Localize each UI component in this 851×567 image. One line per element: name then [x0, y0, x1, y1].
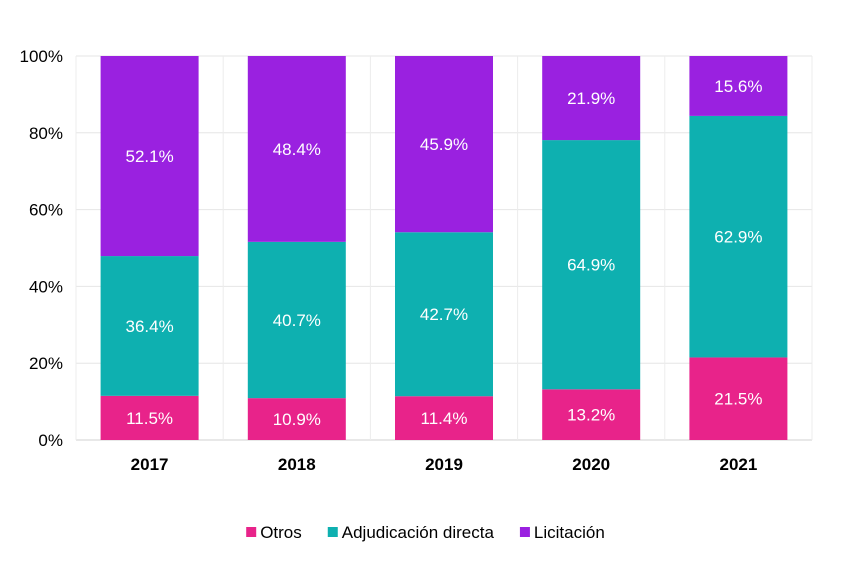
bars: 11.5% 36.4% 52.1% 10.9% 40.7% 48.4% 11.4% 42.7%…	[100, 56, 788, 440]
bar-segment	[542, 389, 641, 440]
legend-swatch	[519, 527, 530, 537]
y-tick-label: 60%	[29, 201, 63, 220]
y-tick-label: 80%	[29, 124, 63, 143]
legend-label: Adjudicación directa	[342, 523, 495, 542]
data-label: 48.4%	[273, 140, 321, 159]
x-tick-label: 2021	[719, 455, 757, 474]
bar-segment	[247, 241, 346, 399]
legend-swatch	[246, 527, 257, 537]
y-tick-label: 20%	[29, 354, 63, 373]
x-tick-label: 2020	[572, 455, 610, 474]
data-label: 40.7%	[273, 311, 321, 330]
x-tick-label: 2017	[131, 455, 169, 474]
y-tick-label: 0%	[38, 431, 63, 450]
y-tick-label: 40%	[29, 277, 63, 296]
data-label: 15.6%	[714, 77, 762, 96]
data-label: 52.1%	[125, 147, 173, 166]
bar-segment	[542, 56, 641, 141]
bar-segment	[689, 56, 788, 116]
data-label: 13.2%	[567, 406, 615, 425]
y-axis: 0% 20% 40% 60% 80% 100%	[20, 47, 63, 450]
bar-segment	[395, 396, 493, 440]
legend-label: Otros	[260, 523, 302, 542]
legend-label: Licitación	[534, 523, 605, 542]
bar-segment	[542, 140, 641, 390]
x-tick-label: 2018	[278, 455, 316, 474]
data-label: 10.9%	[273, 410, 321, 429]
bar-segment	[689, 357, 788, 440]
bar-segment	[100, 56, 199, 257]
data-label: 11.4%	[421, 409, 468, 428]
legend: Otros Adjudicación directa Licitación	[246, 523, 605, 542]
x-axis: 2017 2018 2019 2020 2021	[131, 455, 758, 474]
bar-segment	[247, 56, 346, 242]
data-label: 64.9%	[567, 256, 615, 275]
data-label: 45.9%	[420, 135, 468, 154]
data-label: 11.5%	[126, 409, 173, 428]
data-label: 62.9%	[714, 228, 762, 247]
data-label: 36.4%	[125, 317, 173, 336]
bar-segment	[247, 398, 346, 440]
data-label: 42.7%	[420, 305, 468, 324]
bar-segment	[100, 395, 199, 440]
bar-segment	[395, 232, 493, 397]
y-tick-label: 100%	[20, 47, 63, 66]
data-label: 21.9%	[567, 89, 615, 108]
bar-segment	[689, 115, 788, 358]
legend-swatch	[327, 527, 338, 537]
bar-segment	[395, 56, 493, 233]
bar-segment	[100, 256, 199, 396]
data-label: 21.5%	[714, 390, 762, 409]
x-tick-label: 2019	[425, 455, 463, 474]
